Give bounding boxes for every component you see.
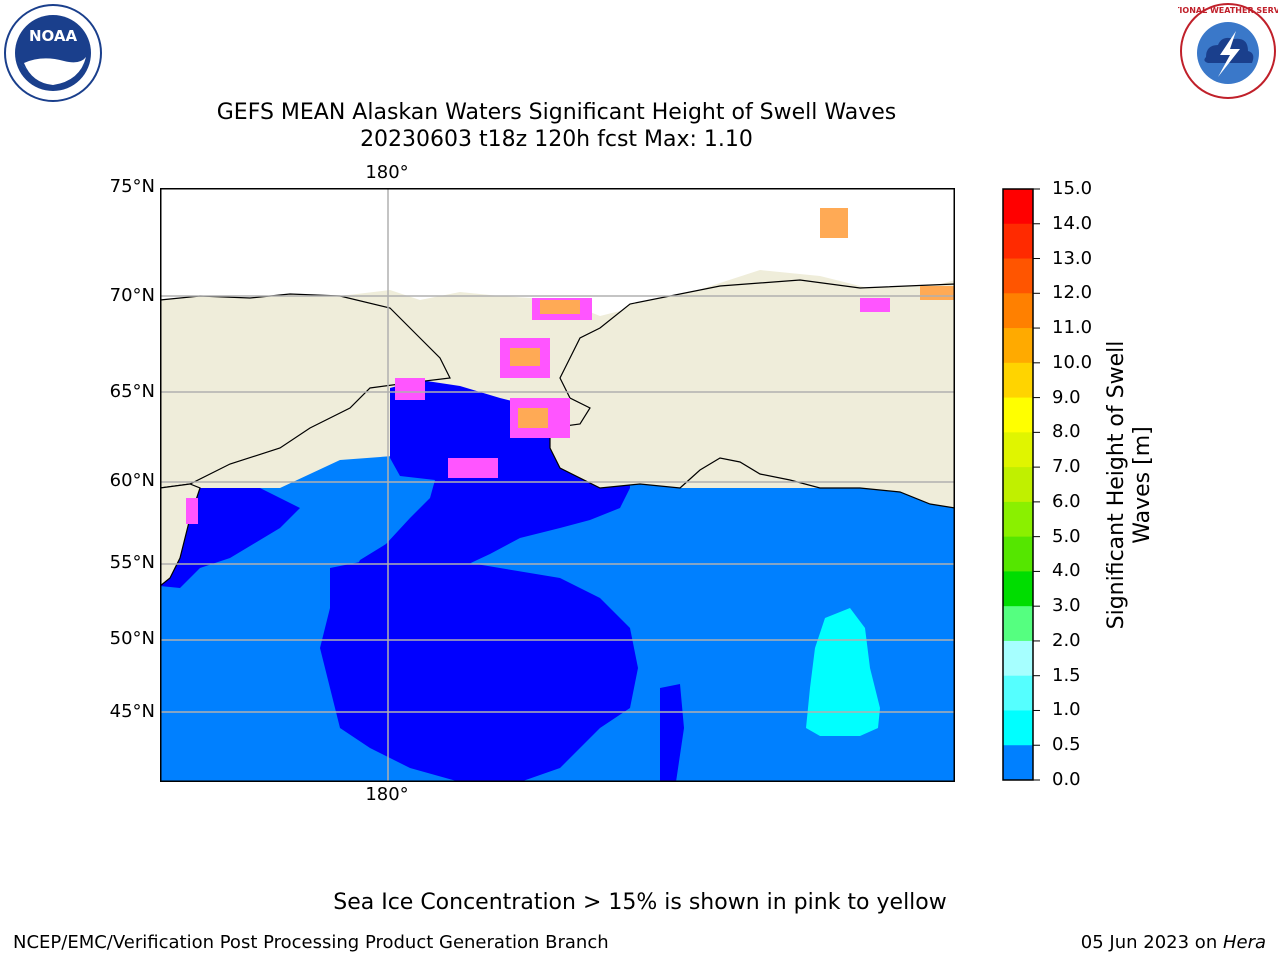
- colorbar-segment: [1003, 397, 1033, 433]
- footer-host: Hera: [1222, 932, 1266, 953]
- colorbar-segment: [1003, 328, 1033, 364]
- colorbar-tick-label: 1.5: [1052, 664, 1081, 686]
- colorbar-tick-label: 3.0: [1052, 595, 1081, 617]
- colorbar-segment: [1003, 606, 1033, 642]
- arctic-ocean: [160, 188, 955, 316]
- colorbar-segment: [1003, 640, 1033, 677]
- colorbar-segment: [1003, 675, 1033, 711]
- footer-date-text: 05 Jun 2023 on: [1080, 932, 1223, 953]
- colorbar-segment: [1003, 362, 1033, 399]
- colorbar-segment: [1003, 432, 1033, 468]
- colorbar-tick-label: 2.0: [1052, 629, 1081, 651]
- map-panel: [160, 188, 955, 782]
- footer-credit: NCEP/EMC/Verification Post Processing Pr…: [13, 932, 609, 953]
- lat-label-60n: 60°N: [109, 470, 155, 491]
- colorbar-tick-label: 14.0: [1052, 212, 1093, 234]
- north-pacific-low-swell: [320, 558, 638, 782]
- colorbar-segment: [1003, 223, 1033, 260]
- colorbar-segment: [1003, 189, 1033, 225]
- nws-logo-text: NATIONAL WEATHER SERVICE: [1178, 6, 1278, 15]
- colorbar-tick-label: 0.0: [1052, 769, 1081, 790]
- colorbar-tick-label: 15.0: [1052, 178, 1093, 199]
- colorbar-tick-label: 6.0: [1052, 490, 1081, 512]
- colorbar-tick-label: 11.0: [1052, 317, 1093, 339]
- lat-label-55n: 55°N: [109, 552, 155, 573]
- colorbar-segment: [1003, 536, 1033, 572]
- colorbar-tick-label: 9.0: [1052, 386, 1081, 408]
- sea-ice-note: Sea Ice Concentration > 15% is shown in …: [333, 890, 947, 915]
- colorbar-tick-label: 7.0: [1052, 456, 1081, 478]
- gulf-low-swell-strip: [660, 684, 684, 782]
- noaa-logo: NOAA: [4, 4, 102, 102]
- colorbar-tick-label: 1.0: [1052, 699, 1081, 721]
- lat-label-50n: 50°N: [109, 628, 155, 649]
- colorbar-segment: [1003, 710, 1033, 746]
- nws-logo: NATIONAL WEATHER SERVICE: [1178, 3, 1278, 99]
- colorbar-segment: [1003, 293, 1033, 329]
- colorbar-tick-label: 8.0: [1052, 421, 1081, 443]
- map-gridlines: [160, 188, 955, 782]
- noaa-logo-text: NOAA: [29, 27, 78, 45]
- lat-label-75n: 75°N: [109, 176, 155, 197]
- colorbar-tick-label: 12.0: [1052, 282, 1093, 304]
- sea-ice-overlay: [186, 208, 955, 524]
- colorbar-tick-label: 0.5: [1052, 734, 1081, 756]
- lon-label-bottom: 180°: [365, 784, 409, 805]
- colorbar-tick-label: 13.0: [1052, 247, 1093, 269]
- colorbar-segment: [1003, 258, 1033, 294]
- lon-label-top: 180°: [365, 162, 409, 183]
- colorbar-segment: [1003, 467, 1033, 503]
- chart-title: GEFS MEAN Alaskan Waters Significant Hei…: [216, 100, 897, 125]
- chart-subtitle: 20230603 t18z 120h fcst Max: 1.10: [360, 127, 753, 152]
- colorbar-label: Significant Height of Swell Waves [m]: [1104, 340, 1155, 630]
- colorbar-segment: [1003, 745, 1033, 781]
- footer-date: 05 Jun 2023 on Hera: [1081, 932, 1266, 953]
- colorbar-tick-label: 4.0: [1052, 560, 1081, 582]
- lat-label-70n: 70°N: [109, 285, 155, 306]
- colorbar-tick-label: 5.0: [1052, 525, 1081, 547]
- lat-label-65n: 65°N: [109, 381, 155, 402]
- colorbar-segment: [1003, 501, 1033, 538]
- colorbar-segment: [1003, 571, 1033, 607]
- lat-label-45n: 45°N: [109, 701, 155, 722]
- colorbar-tick-label: 10.0: [1052, 351, 1093, 373]
- colorbar: [1002, 188, 1040, 781]
